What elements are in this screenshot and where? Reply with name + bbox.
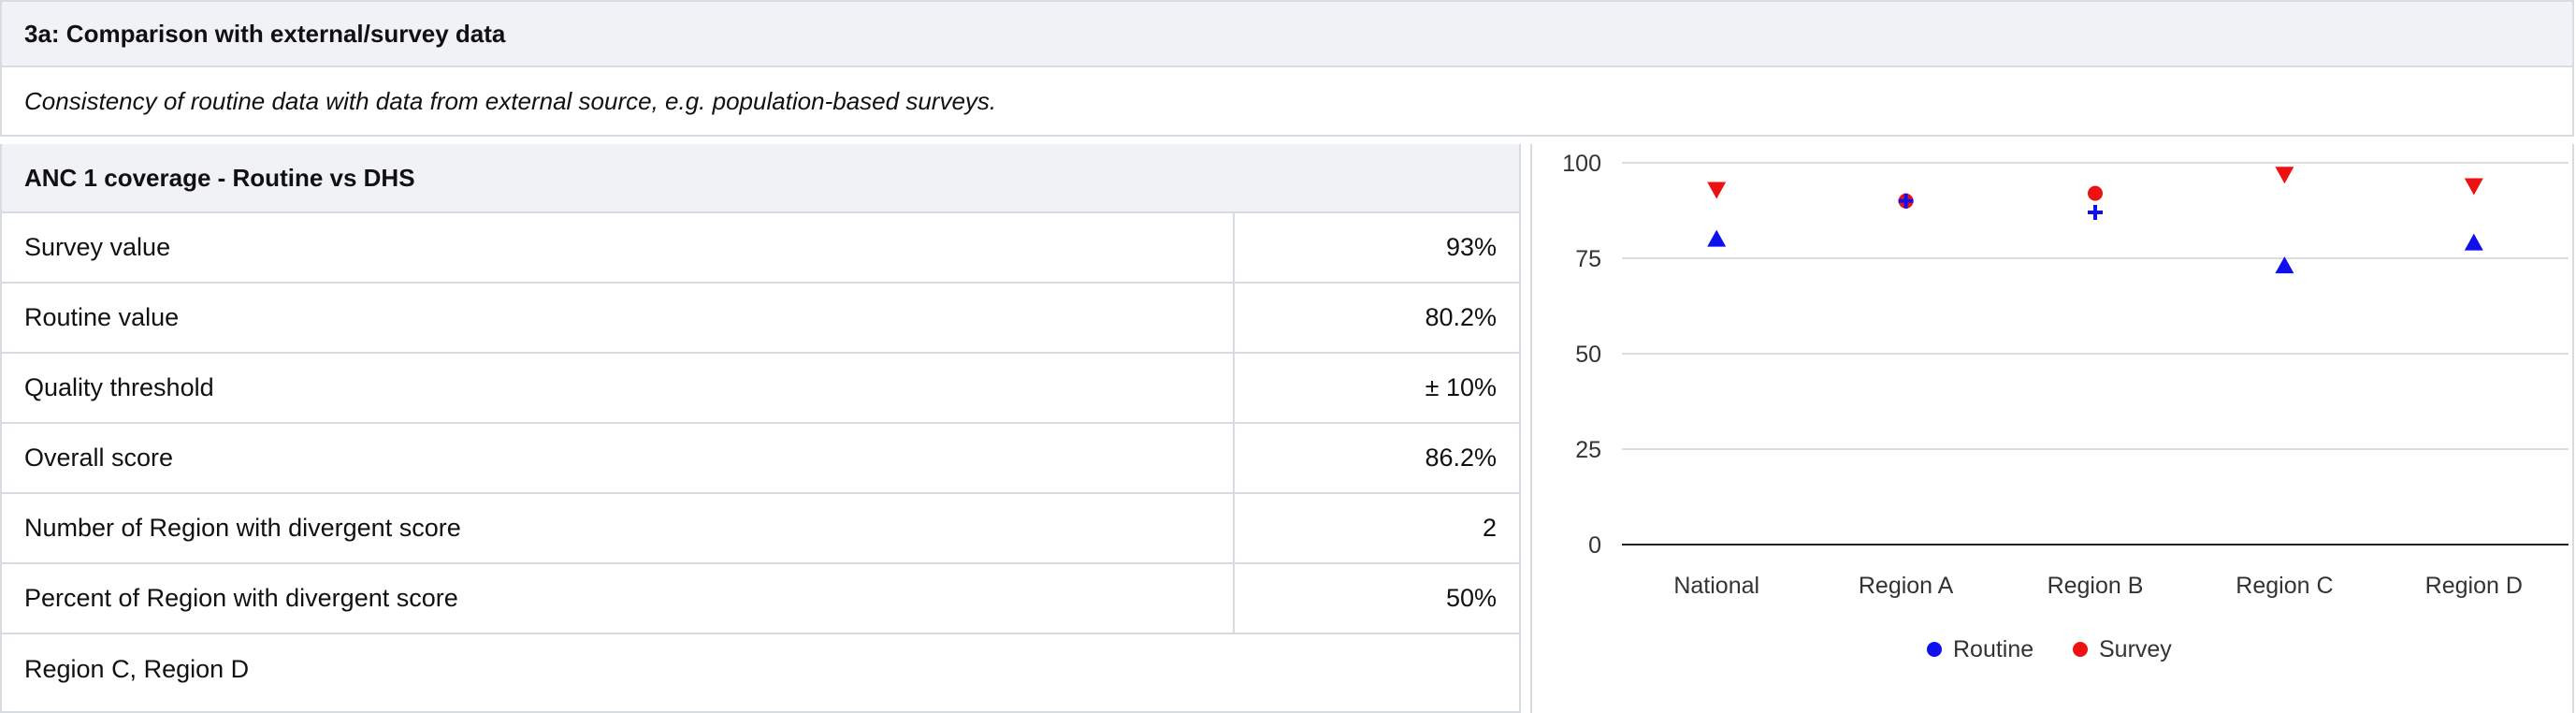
divergent-regions-text: Region C, Region D [24, 655, 250, 683]
data-point [2088, 205, 2103, 221]
row-value: 80.2% [1233, 284, 1519, 352]
data-point [2464, 233, 2483, 251]
metrics-table: ANC 1 coverage - Routine vs DHS Survey v… [0, 144, 1521, 713]
table-row-divergent-count: Number of Region with divergent score 2 [2, 494, 1519, 564]
row-label: Survey value [24, 233, 171, 261]
y-tick-label: 75 [1575, 246, 1601, 272]
data-point [1707, 182, 1727, 199]
legend-marker [2073, 642, 2088, 657]
x-tick-label: National [1673, 573, 1759, 599]
table-title: ANC 1 coverage - Routine vs DHS [2, 144, 1519, 213]
section-title: 3a: Comparison with external/survey data [0, 0, 2574, 67]
y-tick-label: 0 [1588, 532, 1601, 559]
table-row-overall-score: Overall score 86.2% [2, 424, 1519, 494]
x-tick-label: Region C [2236, 573, 2333, 599]
table-row-divergent-percent: Percent of Region with divergent score 5… [2, 564, 1519, 634]
y-tick-label: 50 [1575, 342, 1601, 368]
row-value: 2 [1233, 494, 1519, 562]
table-row-survey-value: Survey value 93% [2, 213, 1519, 284]
section-title-text: 3a: Comparison with external/survey data [24, 19, 506, 48]
y-tick-label: 25 [1575, 437, 1601, 463]
table-row-quality-threshold: Quality threshold ± 10% [2, 354, 1519, 424]
x-tick-label: Region B [2048, 573, 2144, 599]
row-value: 93% [1233, 213, 1519, 282]
table-title-text: ANC 1 coverage - Routine vs DHS [24, 163, 415, 192]
data-point [2088, 185, 2103, 201]
data-point [1898, 193, 1914, 209]
row-label: Quality threshold [24, 373, 214, 401]
row-label: Percent of Region with divergent score [24, 584, 458, 612]
data-point [2275, 167, 2294, 184]
legend-label: Survey [2099, 636, 2172, 662]
row-label: Overall score [24, 444, 174, 472]
row-value: 50% [1233, 564, 1519, 633]
data-point [2464, 178, 2483, 196]
data-point [1707, 229, 1727, 247]
table-row-divergent-regions: Region C, Region D [2, 634, 1519, 705]
row-value: ± 10% [1233, 354, 1519, 422]
legend-marker [1927, 642, 1942, 657]
data-point [2275, 256, 2294, 274]
chart-panel: 0 25 50 75 100 National Region A Region B Region… [1530, 144, 2574, 713]
x-tick-label: Region D [2425, 573, 2523, 599]
section-description-text: Consistency of routine data with data fr… [24, 86, 997, 115]
row-label: Number of Region with divergent score [24, 514, 461, 542]
section-description: Consistency of routine data with data fr… [0, 67, 2574, 137]
y-tick-label: 100 [1562, 151, 1601, 177]
legend-label: Routine [1953, 636, 2033, 662]
row-label: Routine value [24, 303, 180, 331]
row-value: 86.2% [1233, 424, 1519, 492]
scatter-chart: 0 25 50 75 100 National Region A Region B Region… [1562, 151, 2569, 662]
x-tick-label: Region A [1859, 573, 1954, 599]
table-row-routine-value: Routine value 80.2% [2, 284, 1519, 354]
